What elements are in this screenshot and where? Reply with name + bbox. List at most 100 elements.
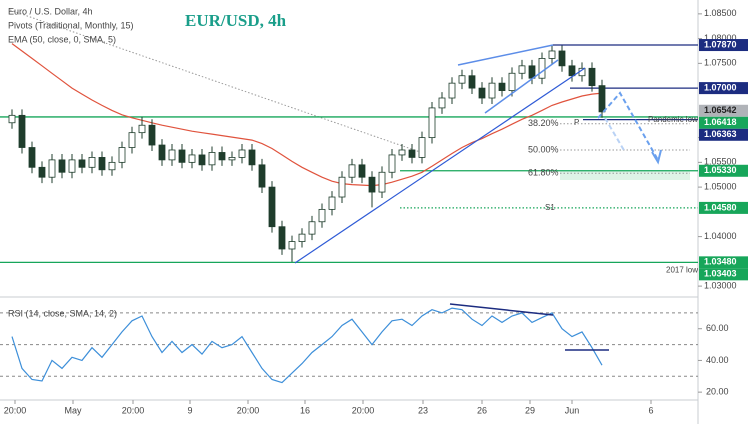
candle-body xyxy=(478,87,486,99)
price-label: 1.07870 xyxy=(704,39,737,49)
candle-body xyxy=(148,124,156,146)
price-label-box xyxy=(699,116,748,129)
candle-body xyxy=(108,161,116,171)
candle-body xyxy=(38,166,46,178)
candle-body xyxy=(558,50,566,67)
y-tick-label: 1.08000 xyxy=(704,33,737,43)
rsi-tick-label: 40.00 xyxy=(706,355,729,365)
y-tick-label: 1.07500 xyxy=(704,58,737,68)
x-tick-label: 23 xyxy=(418,405,428,415)
price-label: 1.07000 xyxy=(704,82,737,92)
chart-title: EUR/USD, 4h xyxy=(185,11,287,30)
x-tick-label: 20:00 xyxy=(352,405,375,415)
x-tick-label: 20:00 xyxy=(122,405,145,415)
x-tick-label: 29 xyxy=(525,405,535,415)
candle-body xyxy=(268,186,276,228)
fib-zone xyxy=(560,170,690,180)
x-tick-label: 16 xyxy=(300,405,310,415)
price-label: 1.04580 xyxy=(704,202,737,212)
candle-body xyxy=(438,97,446,109)
rsi-title: RSI (14, close, SMA, 14, 2) xyxy=(8,308,117,318)
candle-body xyxy=(458,75,466,84)
annotation: P xyxy=(574,118,579,127)
price-label-box xyxy=(699,268,748,281)
candle-body xyxy=(248,149,256,166)
candle-body xyxy=(258,164,266,188)
legend-ema: EMA (50, close, 0, SMA, 5) xyxy=(8,34,116,44)
price-label-box xyxy=(699,39,748,52)
legend-pivots: Pivots (Traditional, Monthly, 15) xyxy=(8,20,134,30)
drawing-line xyxy=(9,9,421,153)
candle-body xyxy=(598,85,606,113)
candle-body xyxy=(568,65,576,77)
ema-line xyxy=(11,43,603,187)
x-tick-label: 26 xyxy=(477,405,487,415)
candle-body xyxy=(18,114,26,148)
candle-body xyxy=(158,144,166,161)
candle-body xyxy=(118,147,126,163)
candle-body xyxy=(498,82,506,91)
candle-body xyxy=(338,176,346,198)
candle-body xyxy=(68,159,76,173)
rsi-line xyxy=(11,307,603,384)
candle-body xyxy=(468,75,476,89)
arrow-head xyxy=(651,149,662,165)
annotation: S1 xyxy=(545,203,555,212)
price-label-box xyxy=(699,201,748,214)
rsi-tick-label: 60.00 xyxy=(706,323,729,333)
candle-body xyxy=(168,149,176,161)
fib-label: 61.80% xyxy=(528,168,559,178)
candle-body xyxy=(128,132,136,148)
trendline xyxy=(457,44,554,66)
candle-body xyxy=(28,147,36,168)
rsi-tick-label: 20.00 xyxy=(706,387,729,397)
projection-arrow xyxy=(597,91,659,161)
price-label: 1.06363 xyxy=(704,129,737,139)
candle-body xyxy=(328,196,336,210)
candle-body xyxy=(98,157,106,171)
candle-body xyxy=(208,152,216,166)
legend-symbol: Euro / U.S. Dollar, 4h xyxy=(8,6,93,16)
candle-body xyxy=(178,149,186,163)
projection-arrow xyxy=(604,117,626,153)
candle-body xyxy=(298,233,306,242)
y-tick-label: 1.05500 xyxy=(704,157,737,167)
candle-body xyxy=(238,149,246,158)
price-label: 1.05330 xyxy=(704,165,737,175)
candle-body xyxy=(188,154,196,163)
candle-body xyxy=(8,114,16,124)
candle-body xyxy=(588,67,596,87)
candle-body xyxy=(218,152,226,161)
x-tick-label: 6 xyxy=(648,405,653,415)
price-label: 1.06418 xyxy=(704,117,737,127)
candle-body xyxy=(418,137,426,158)
candle-body xyxy=(538,58,546,79)
candle-body xyxy=(548,50,556,59)
candle-body xyxy=(138,124,146,134)
price-label: 1.03403 xyxy=(704,269,737,279)
x-tick-label: 9 xyxy=(187,405,192,415)
price-label-box xyxy=(699,128,748,141)
price-label: 1.03480 xyxy=(704,257,737,267)
x-tick-label: May xyxy=(64,405,82,415)
candle-body xyxy=(448,82,456,99)
candle-body xyxy=(278,226,286,250)
trendline xyxy=(294,67,586,264)
candle-body xyxy=(348,164,356,178)
candle-body xyxy=(308,221,316,235)
candle-body xyxy=(398,149,406,156)
y-tick-label: 1.05000 xyxy=(704,181,737,191)
candle-body xyxy=(78,159,86,168)
candle-body xyxy=(518,65,526,74)
y-tick-label: 1.08500 xyxy=(704,8,737,18)
price-label-box xyxy=(699,82,748,95)
x-tick-label: 20:00 xyxy=(237,405,260,415)
trendline xyxy=(484,59,559,114)
fib-label: 38.20% xyxy=(528,118,559,128)
candle-body xyxy=(88,157,96,168)
y-tick-label: 1.03000 xyxy=(704,280,737,290)
price-label-box xyxy=(699,104,748,117)
candle-body xyxy=(198,154,206,166)
price-label-box xyxy=(699,164,748,177)
